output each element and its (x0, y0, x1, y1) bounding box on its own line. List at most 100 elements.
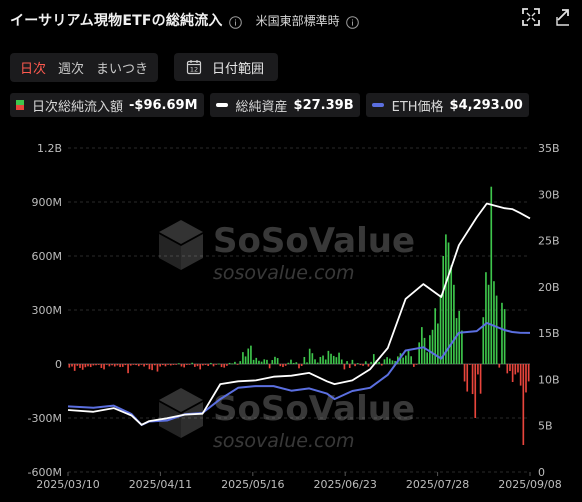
chart-controls: 日次 週次 まいつき 12 日付範囲 (10, 52, 279, 82)
legend-daily-inflow[interactable]: 日次総純流入額 -$96.69M (10, 93, 204, 117)
inflow-bar (322, 355, 324, 364)
inflow-bar (218, 363, 220, 365)
legend: 日次総純流入額 -$96.69M 総純資産 $27.39B ETH価格 $4,2… (10, 93, 529, 117)
inflow-bar (234, 361, 236, 364)
inflow-bar (391, 360, 394, 364)
inflow-bar (367, 364, 370, 367)
inflow-bar (383, 359, 386, 364)
right-tick-label: 25B (538, 235, 560, 248)
chart-lines (67, 202, 531, 426)
inflow-bar (413, 364, 415, 367)
legend-eth-price[interactable]: ETH価格 $4,293.00 (365, 93, 529, 117)
inflow-bar (159, 364, 161, 367)
inflow-bar (81, 364, 84, 370)
right-tick-label: 30B (538, 188, 560, 201)
inflow-bar (474, 364, 477, 418)
inflow-bar (485, 272, 487, 364)
watermark-brand: SoSoValue (213, 221, 415, 261)
tab-daily[interactable]: 日次 (20, 61, 47, 77)
inflow-bar (477, 364, 479, 375)
inflow-bar (482, 317, 485, 364)
inflow-bar (135, 364, 137, 366)
inflow-bar (370, 361, 372, 364)
inflow-bar (239, 361, 242, 364)
inflow-bar (244, 356, 247, 364)
inflow-bar (378, 361, 380, 364)
date-range-button[interactable]: 12 日付範囲 (174, 53, 279, 81)
inflow-bar (343, 364, 346, 370)
watermark-logo (159, 220, 203, 244)
inflow-bar (250, 345, 252, 364)
inflow-bar (199, 364, 202, 370)
inflow-bar (263, 359, 266, 364)
tab-weekly[interactable]: 週次 (58, 61, 85, 77)
inflow-bar (183, 364, 185, 368)
share-icon[interactable] (556, 8, 572, 30)
inflow-bar (226, 364, 228, 366)
inflow-bar (89, 364, 92, 368)
inflow-bar (268, 364, 271, 369)
inflow-bar (356, 363, 359, 364)
inflow-bar (522, 364, 525, 445)
info-icon[interactable] (228, 14, 242, 29)
inflow-bar (372, 354, 375, 364)
inflow-bar (292, 362, 295, 364)
inflow-bar (455, 318, 458, 364)
total-assets-line (67, 202, 531, 426)
inflow-bar (437, 323, 439, 364)
inflow-bar (220, 364, 223, 368)
inflow-bar (210, 362, 212, 364)
legend-value: $4,293.00 (449, 97, 523, 113)
inflow-bar (447, 242, 450, 364)
inflow-bar (338, 352, 340, 364)
legend-total-assets[interactable]: 総純資産 $27.39B (209, 93, 360, 117)
inflow-bar (108, 364, 111, 367)
inflow-bar (466, 364, 469, 392)
inflow-bar (279, 364, 282, 367)
inflow-bar (145, 364, 148, 366)
inflow-bar (314, 359, 316, 364)
right-tick-label: 35B (538, 142, 560, 155)
x-tick-label: 2025/09/08 (498, 478, 561, 491)
inflow-bar (132, 364, 135, 365)
inflow-bar (503, 309, 506, 364)
inflow-bar (402, 357, 404, 364)
inflow-bar (514, 364, 517, 375)
inflow-bar (324, 359, 327, 364)
left-tick-label: -300M (28, 412, 62, 425)
inflow-bar (87, 364, 89, 367)
inflow-bar (161, 364, 164, 366)
inflow-bar (92, 364, 95, 366)
inflow-bar (340, 359, 343, 364)
inflow-bar (335, 357, 338, 364)
inflow-bar (308, 348, 311, 364)
right-tick-label: 5B (538, 420, 553, 433)
inflow-bar (354, 364, 356, 367)
fullscreen-icon[interactable] (522, 8, 540, 30)
inflow-bar (461, 330, 463, 364)
watermark-logo (159, 388, 203, 412)
tab-monthly[interactable]: まいつき (96, 61, 149, 77)
inflow-bar (327, 350, 330, 364)
inflow-bar (429, 335, 431, 364)
left-tick-label: 0 (55, 358, 62, 371)
inflow-bar (113, 364, 116, 367)
inflow-bar (439, 294, 442, 364)
inflow-bar (351, 359, 354, 364)
inflow-bar (469, 364, 471, 365)
inflow-bar (231, 363, 234, 365)
inflow-bar (271, 360, 274, 364)
chart-header: イーサリアム現物ETFの総純流入 米国東部標準時 (10, 8, 572, 32)
inflow-bar (394, 360, 396, 364)
inflow-bar (311, 353, 314, 364)
inflow-bar (276, 358, 279, 364)
inflow-bar (298, 364, 300, 369)
inflow-bar (493, 281, 495, 364)
inflow-bar (421, 327, 423, 364)
inflow-bar (517, 364, 519, 373)
timezone-info-icon[interactable] (345, 14, 359, 29)
inflow-bar (479, 364, 482, 394)
inflow-bar (431, 329, 434, 364)
inflow-bar (236, 364, 239, 365)
